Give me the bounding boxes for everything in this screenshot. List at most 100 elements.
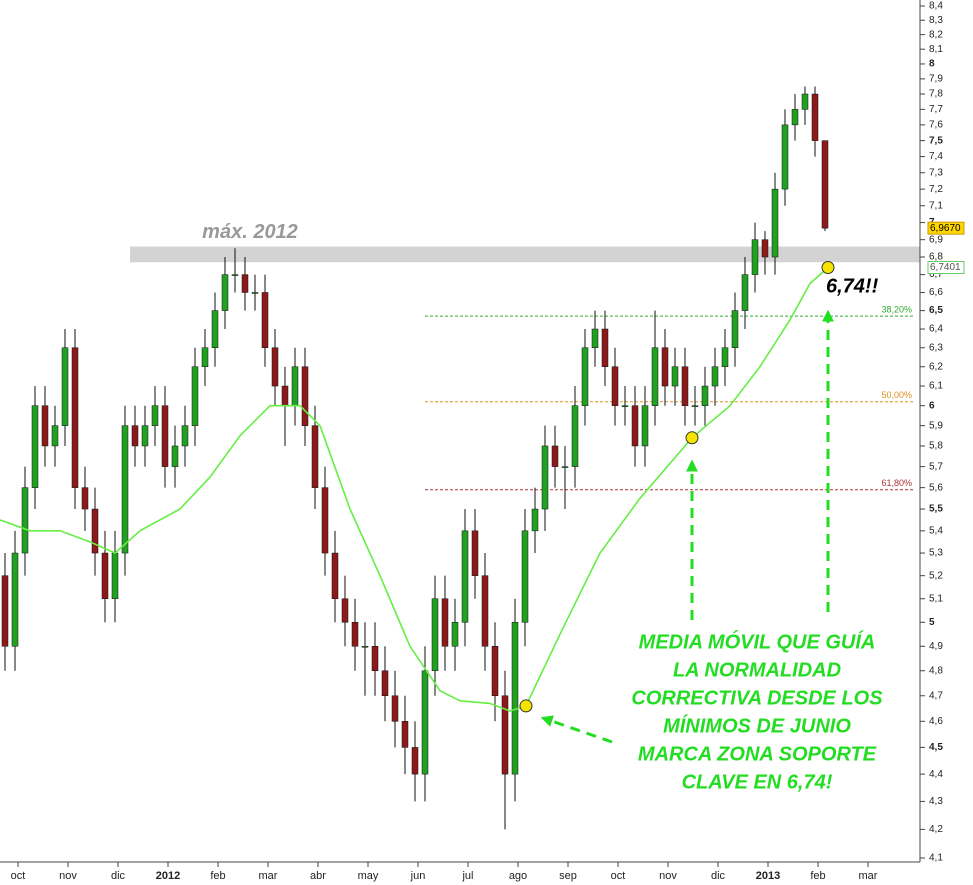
candle-body [321, 487, 329, 554]
candle-body [471, 530, 479, 576]
candle-body [31, 405, 39, 488]
candle-body [51, 425, 59, 447]
candle-body [111, 552, 119, 599]
candle-body [401, 721, 409, 748]
plot-layer: 4,1 4,2 4,3 4,4 4,5 4,6 4,7 4,8 4,9 5 5,1 5,2 5,3 5,4… [0, 1, 943, 882]
candle-body [281, 385, 289, 406]
candle-body [1, 575, 9, 647]
candle-body [681, 366, 689, 406]
x-tick-label: mar [259, 870, 278, 882]
y-tick-label: 4,8 [929, 665, 943, 676]
y-tick-label: 4,3 [929, 796, 943, 807]
y-tick-label: 5,5 [929, 504, 943, 515]
candle-body [351, 622, 359, 647]
x-tick-label: mar [859, 870, 878, 882]
candle-body [91, 508, 99, 554]
background-layer: 38,20% 50,00% 61,80% [130, 246, 920, 491]
candle-body [71, 347, 79, 488]
candle-body [241, 274, 249, 293]
y-tick-label: 5,4 [929, 525, 943, 536]
x-tick-label: nov [59, 870, 77, 882]
y-tick-label: 7,2 [929, 184, 943, 195]
y-tick-label: 8 [929, 59, 935, 70]
x-tick-label: jul [461, 870, 473, 882]
candle-body [231, 274, 239, 276]
y-tick-label: 5,6 [929, 482, 943, 493]
candle-body [191, 366, 199, 426]
candle-body [291, 366, 299, 406]
candle-body [371, 646, 379, 672]
candle-body [171, 445, 179, 467]
candle-body [541, 445, 549, 510]
y-tick-label: 4,5 [929, 742, 943, 753]
price-tag-label: 6,7401 [930, 262, 961, 273]
candle-body [581, 347, 589, 406]
candle-body [451, 622, 459, 647]
candle-body [81, 487, 89, 510]
candle-body [601, 328, 609, 367]
x-tick-label: dic [711, 870, 726, 882]
candle-body [821, 140, 829, 229]
candle-body [341, 598, 349, 623]
candle-body [301, 366, 309, 426]
candle-body [271, 347, 279, 387]
arrow [540, 715, 613, 744]
y-tick-label: 6,6 [929, 287, 943, 298]
candle-body [61, 347, 69, 426]
annotation-line: LA NORMALIDAD [673, 659, 841, 681]
x-tick-label: feb [210, 870, 225, 882]
candle-body [411, 747, 419, 775]
candle-body [101, 552, 109, 599]
x-tick-label: feb [810, 870, 825, 882]
candle-body [781, 124, 789, 190]
candle-body [491, 646, 499, 697]
candle-body [741, 274, 749, 311]
y-tick-label: 5,3 [929, 548, 943, 559]
candle-body [671, 366, 679, 387]
candle-body [721, 347, 729, 367]
y-tick-label: 4,6 [929, 716, 943, 727]
annotation-layer: máx. 2012 6,9670 6,7401 6,74!! MEDIA MÓVIL Q… [202, 221, 965, 793]
candle-body [151, 405, 159, 426]
candle-body [121, 425, 129, 554]
candle-body [611, 366, 619, 406]
price-tag [927, 261, 965, 275]
y-tick-label: 7,4 [929, 151, 943, 162]
y-tick-label: 7,3 [929, 167, 943, 178]
y-tick-label: 6,5 [929, 305, 943, 316]
y-tick-label: 5,2 [929, 570, 943, 581]
candle-body [651, 347, 659, 406]
candle-body [691, 405, 699, 407]
level-label: 38,20% [881, 304, 912, 314]
candle-body [531, 508, 539, 532]
y-tick-label: 5,1 [929, 593, 943, 604]
candle-body [311, 425, 319, 488]
candle-body [201, 347, 209, 367]
candle-body [771, 188, 779, 258]
x-tick-label: jun [410, 870, 426, 882]
candle-body [701, 385, 709, 406]
candle-body [761, 239, 769, 258]
y-tick-label: 4,1 [929, 853, 943, 864]
x-tick-label: may [358, 870, 379, 882]
x-tick-label: dic [111, 870, 126, 882]
y-tick-label: 6,4 [929, 324, 943, 335]
y-tick-label: 4,2 [929, 824, 943, 835]
candle-body [731, 310, 739, 348]
y-tick-label: 7,8 [929, 89, 943, 100]
x-tick-label: nov [659, 870, 677, 882]
resistance-zone [130, 246, 920, 263]
y-tick-label: 8,2 [929, 29, 943, 40]
y-tick-label: 4,7 [929, 690, 943, 701]
candle-body [261, 292, 269, 348]
y-tick-label: 4,9 [929, 641, 943, 652]
y-tick-label: 4,4 [929, 769, 943, 780]
x-tick-label: 2013 [756, 870, 780, 882]
y-tick-label: 6,9 [929, 234, 943, 245]
annotation-line: MÍNIMOS DE JUNIO [663, 714, 851, 737]
candle-body [571, 405, 579, 467]
candle-body [481, 575, 489, 647]
candle-body [521, 530, 529, 623]
